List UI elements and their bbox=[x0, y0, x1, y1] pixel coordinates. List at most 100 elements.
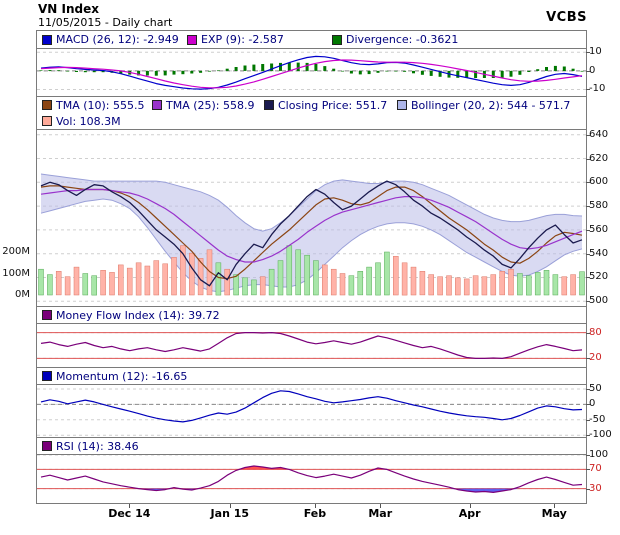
price-chart-svg bbox=[37, 134, 586, 302]
x-axis-label: Feb bbox=[303, 507, 327, 520]
axis-tick bbox=[586, 52, 590, 54]
axis-tick bbox=[229, 504, 231, 508]
volume-axis: 200M 100M 0M bbox=[0, 0, 33, 535]
tma10-label: TMA (10): 555.5 bbox=[56, 98, 145, 112]
axis-tick bbox=[586, 158, 590, 160]
macd-plot[interactable] bbox=[37, 49, 586, 97]
closing-price-legend-item: Closing Price: 551.7 bbox=[264, 99, 397, 112]
volume-axis-label: 100M bbox=[2, 267, 30, 279]
momentum-legend: Momentum (12): -16.65 bbox=[37, 368, 586, 385]
axis-tick bbox=[586, 404, 590, 406]
y-axis-label: 520 bbox=[589, 271, 609, 283]
price-legend-row1: TMA (10): 555.5 TMA (25): 558.9 Closing … bbox=[37, 97, 586, 113]
macd-legend-item: MACD (26, 12): -2.949 bbox=[42, 33, 187, 46]
rsi-chart-svg bbox=[37, 455, 586, 493]
axis-tick bbox=[554, 504, 556, 508]
momentum-chart-svg bbox=[37, 388, 586, 436]
axis-tick bbox=[586, 206, 590, 208]
rsi-legend: RSI (14): 38.46 bbox=[37, 438, 586, 455]
mfi-label: Money Flow Index (14): 39.72 bbox=[56, 308, 220, 322]
macd-label: MACD (26, 12): -2.949 bbox=[56, 33, 179, 46]
y-axis-label: 500 bbox=[589, 295, 609, 307]
y-axis-label: 560 bbox=[589, 223, 609, 235]
axis-tick bbox=[469, 504, 471, 508]
chart-subtitle: 11/05/2015 - Daily chart bbox=[38, 16, 173, 29]
mfi-legend: Money Flow Index (14): 39.72 bbox=[37, 307, 586, 324]
x-axis-label: May bbox=[541, 507, 567, 520]
bollinger-swatch bbox=[397, 100, 407, 110]
right-axis: 10 0 -10 640 620 600 580 560 540 520 500 80 20 50 0 -50… bbox=[589, 0, 620, 535]
axis-tick bbox=[586, 277, 590, 279]
divergence-label: Divergence: -0.3621 bbox=[346, 33, 459, 46]
mfi-swatch bbox=[42, 310, 52, 320]
axis-tick bbox=[586, 469, 590, 471]
rsi-legend-item: RSI (14): 38.46 bbox=[42, 440, 139, 453]
x-axis-label: Mar bbox=[368, 507, 393, 520]
axis-tick bbox=[586, 455, 590, 456]
y-axis-label: 580 bbox=[589, 200, 609, 212]
momentum-legend-item: Momentum (12): -16.65 bbox=[42, 370, 187, 383]
volume-axis-label: 200M bbox=[2, 246, 30, 257]
momentum-swatch bbox=[42, 371, 52, 381]
brand-logo: VCBS bbox=[546, 10, 587, 25]
axis-tick bbox=[586, 332, 590, 334]
x-axis-label: Dec 14 bbox=[108, 507, 151, 520]
exp-swatch bbox=[187, 34, 197, 45]
rsi-plot[interactable] bbox=[37, 455, 586, 503]
price-legend-row2: Vol: 108.3M bbox=[37, 113, 586, 129]
y-axis-label: 20 bbox=[589, 352, 602, 364]
y-axis-label: 30 bbox=[589, 482, 602, 494]
axis-tick bbox=[586, 134, 590, 136]
mfi-chart-svg bbox=[37, 332, 586, 359]
exp-legend-item: EXP (9): -2.587 bbox=[187, 33, 332, 46]
bollinger-label: Bollinger (20, 2): 544 - 571.7 bbox=[411, 98, 571, 112]
x-axis: Dec 14 Jan 15 Feb Mar Apr May bbox=[36, 507, 585, 523]
volume-axis-label: 0M bbox=[15, 289, 30, 300]
tma25-legend-item: TMA (25): 558.9 bbox=[152, 99, 264, 112]
axis-tick bbox=[586, 89, 590, 91]
axis-tick bbox=[314, 504, 316, 508]
y-axis-label: 80 bbox=[589, 326, 602, 338]
macd-swatch bbox=[42, 34, 52, 45]
axis-tick bbox=[586, 419, 590, 421]
axis-tick bbox=[586, 358, 590, 360]
divergence-legend-item: Divergence: -0.3621 bbox=[332, 33, 458, 46]
chart-region: MACD (26, 12): -2.949 EXP (9): -2.587 Di… bbox=[36, 30, 587, 504]
y-axis-label: 640 bbox=[589, 128, 609, 140]
y-axis-label: -50 bbox=[589, 413, 606, 425]
y-axis-label: 540 bbox=[589, 247, 609, 259]
y-axis-label: 10 bbox=[589, 46, 602, 58]
rsi-swatch bbox=[42, 441, 52, 451]
tma10-legend-item: TMA (10): 555.5 bbox=[42, 99, 152, 112]
volume-swatch bbox=[42, 116, 52, 126]
momentum-label: Momentum (12): -16.65 bbox=[56, 369, 188, 383]
tma25-label: TMA (25): 558.9 bbox=[166, 98, 255, 112]
macd-legend: MACD (26, 12): -2.949 EXP (9): -2.587 Di… bbox=[37, 31, 586, 49]
tma10-swatch bbox=[42, 100, 52, 110]
momentum-plot[interactable] bbox=[37, 385, 586, 438]
axis-tick bbox=[586, 435, 590, 437]
mfi-plot[interactable] bbox=[37, 324, 586, 368]
axis-tick bbox=[586, 182, 590, 184]
y-axis-label: -10 bbox=[589, 83, 606, 95]
y-axis-label: 50 bbox=[589, 383, 602, 394]
exp-label: EXP (9): -2.587 bbox=[201, 33, 284, 46]
price-plot[interactable] bbox=[37, 130, 586, 307]
axis-tick bbox=[586, 229, 590, 231]
axis-tick bbox=[586, 70, 590, 72]
y-axis-label: 620 bbox=[589, 152, 609, 164]
x-axis-label: Jan 15 bbox=[210, 507, 250, 520]
bollinger-legend-item: Bollinger (20, 2): 544 - 571.7 bbox=[397, 99, 570, 112]
volume-label: Vol: 108.3M bbox=[56, 114, 121, 128]
closing-price-swatch bbox=[264, 100, 274, 110]
price-legend: TMA (10): 555.5 TMA (25): 558.9 Closing … bbox=[37, 97, 586, 130]
axis-tick bbox=[586, 301, 590, 303]
rsi-label: RSI (14): 38.46 bbox=[56, 439, 139, 453]
closing-price-label: Closing Price: 551.7 bbox=[278, 98, 388, 112]
axis-tick bbox=[380, 504, 382, 508]
tma25-swatch bbox=[152, 100, 162, 110]
divergence-swatch bbox=[332, 34, 342, 45]
axis-tick bbox=[586, 253, 590, 255]
axis-tick bbox=[586, 488, 590, 490]
